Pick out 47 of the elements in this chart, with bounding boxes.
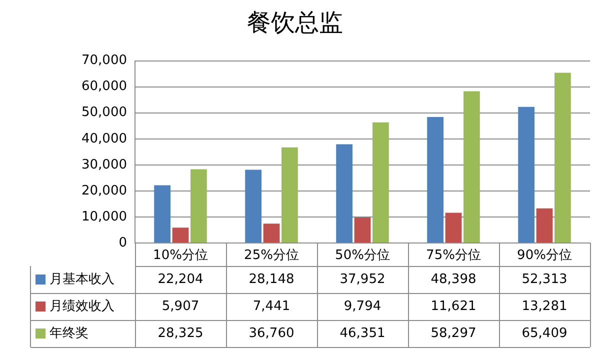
data-label: 11,621 (430, 298, 476, 314)
bar (464, 91, 480, 242)
bar (154, 185, 170, 242)
data-label: 48,398 (430, 272, 476, 287)
bar (245, 170, 262, 242)
bar (372, 122, 389, 242)
data-label: 13,281 (522, 298, 568, 314)
y-tick-label: 0 (118, 235, 127, 250)
data-label: 7,441 (252, 298, 290, 314)
data-label: 58,297 (430, 326, 476, 341)
data-label: 46,351 (340, 326, 386, 341)
y-tick-label: 20,000 (82, 183, 127, 198)
bar (336, 144, 352, 242)
x-tick-label: 90%分位 (517, 248, 572, 264)
data-label: 22,204 (158, 272, 204, 287)
bar (263, 224, 280, 242)
y-tick-label: 60,000 (82, 79, 127, 94)
y-tick-label: 50,000 (82, 105, 127, 120)
bar (445, 212, 462, 242)
data-label: 28,325 (158, 326, 204, 341)
bar (427, 117, 444, 242)
y-tick-label: 30,000 (82, 157, 127, 172)
bar (172, 228, 189, 242)
y-tick-label: 40,000 (82, 131, 127, 146)
data-label: 5,907 (162, 298, 200, 314)
bar (282, 147, 298, 242)
y-tick-label: 70,000 (82, 53, 127, 68)
legend-label: 年终奖 (50, 326, 88, 341)
data-label: 28,148 (248, 272, 294, 287)
data-label: 52,313 (522, 272, 568, 287)
bar (536, 208, 553, 242)
x-tick-label: 10%分位 (153, 248, 208, 264)
data-label: 9,794 (344, 298, 382, 314)
bar (554, 72, 571, 242)
data-label: 65,409 (522, 326, 568, 341)
bar (518, 106, 534, 242)
data-label: 37,952 (340, 272, 386, 287)
x-tick-label: 50%分位 (335, 248, 390, 264)
bar (354, 218, 371, 242)
y-tick-label: 10,000 (82, 209, 127, 224)
bar (190, 169, 207, 242)
x-tick-label: 75%分位 (426, 248, 481, 264)
data-label: 36,760 (248, 326, 294, 341)
legend-label: 月基本收入 (50, 272, 114, 287)
chart-title: 餐饮总监 (247, 8, 343, 37)
x-tick-label: 25%分位 (244, 248, 299, 264)
legend-label: 月绩效收入 (50, 298, 114, 314)
